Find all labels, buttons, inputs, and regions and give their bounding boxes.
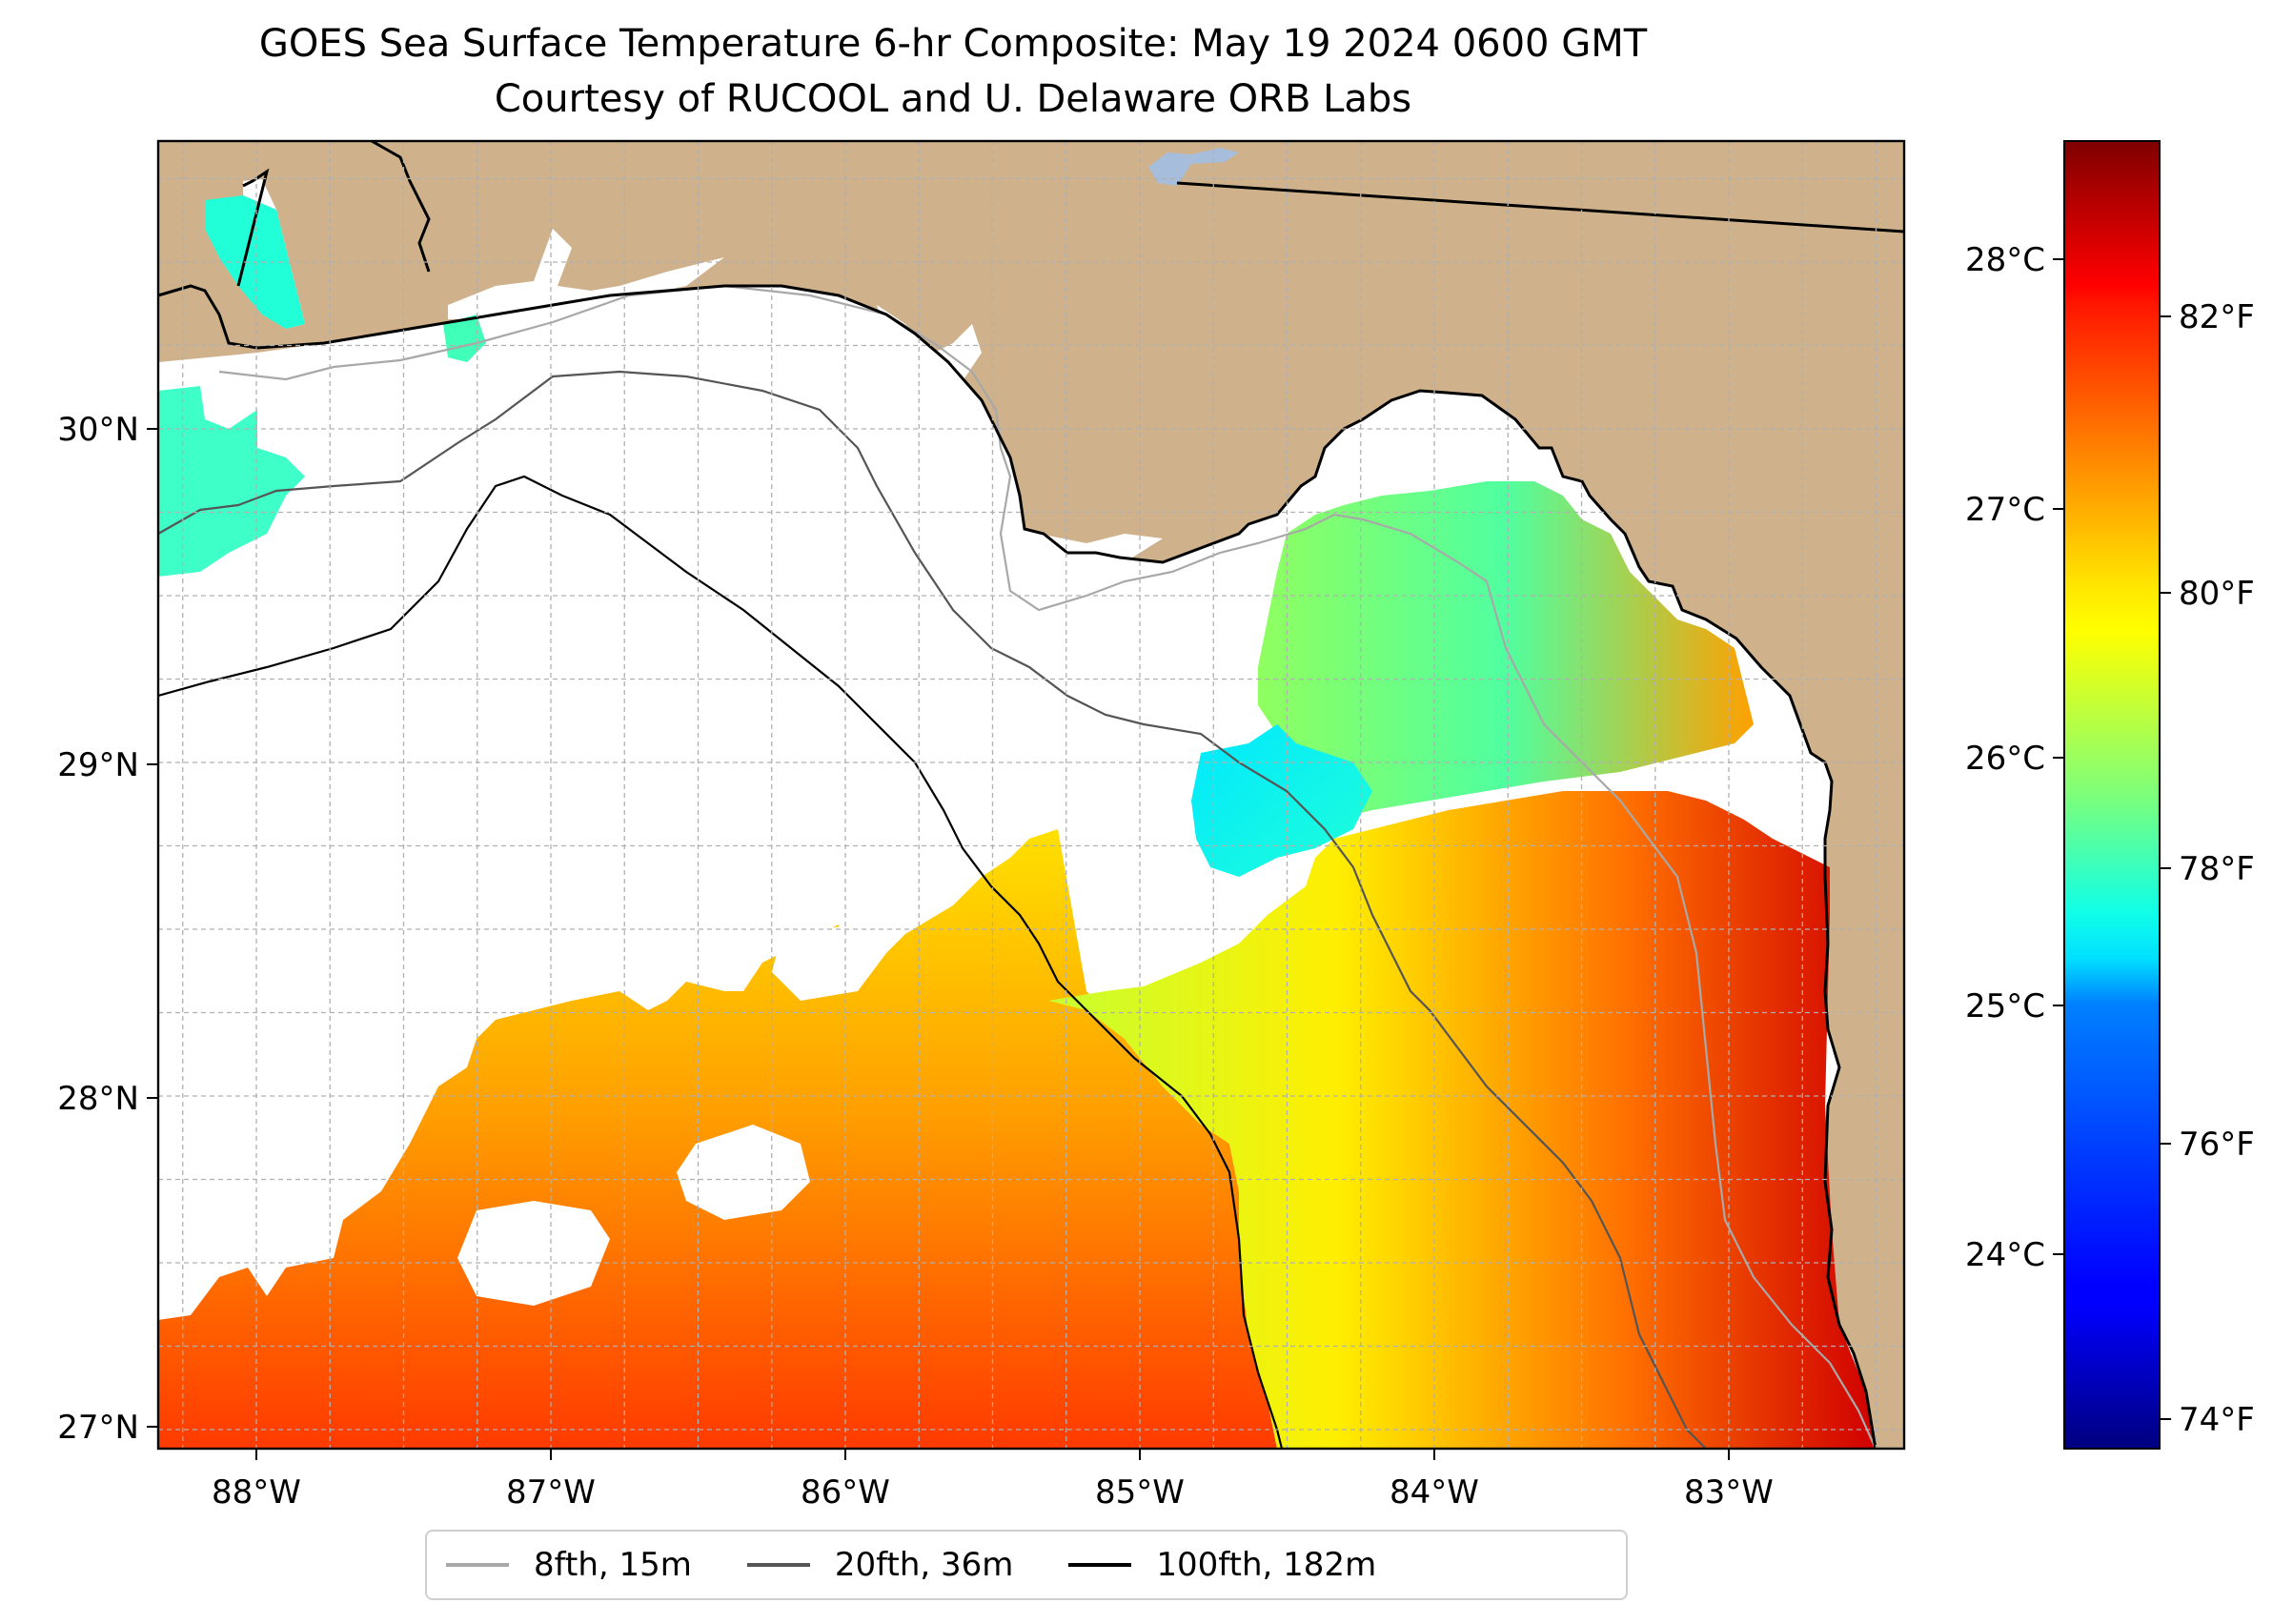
legend-swatch <box>446 1563 509 1567</box>
legend-swatch <box>1068 1563 1132 1567</box>
latitude-ticks: 30°N 29°N 28°N 27°N <box>57 411 158 1447</box>
sst-north-patch <box>1258 481 1754 839</box>
celsius-tick-label: 24°C <box>1965 1236 2045 1274</box>
map-subtitle: Courtesy of RUCOOL and U. Delaware ORB L… <box>494 77 1412 121</box>
map-title: GOES Sea Surface Temperature 6-hr Compos… <box>258 22 1648 66</box>
longitude-ticks: 88°W 87°W 86°W 85°W 84°W 83°W <box>212 1449 1774 1512</box>
lat-tick-label: 29°N <box>57 746 139 784</box>
legend-label: 8fth, 15m <box>534 1546 692 1584</box>
sst-west-patch <box>158 386 305 577</box>
celsius-tick-label: 25°C <box>1965 987 2045 1025</box>
no-data-gap <box>457 1201 610 1306</box>
coastline <box>236 168 270 287</box>
bay-water <box>1039 534 1163 562</box>
fahrenheit-tick-label: 78°F <box>2179 850 2255 888</box>
lon-tick-label: 84°W <box>1390 1473 1479 1512</box>
bay-water <box>877 305 982 400</box>
fahrenheit-tick-label: 82°F <box>2179 298 2255 336</box>
state-border <box>1176 181 1904 233</box>
coastline <box>158 284 1877 1449</box>
isobath-20fth <box>158 370 1707 1449</box>
sst-east-patch <box>1048 791 1876 1449</box>
colorbar <box>2063 140 2161 1450</box>
celsius-tick-label: 26°C <box>1965 740 2045 778</box>
no-data-gap <box>677 1125 810 1220</box>
map-frame <box>156 139 1906 1451</box>
legend-item-100fth: 100fth, 182m <box>1013 1532 1376 1598</box>
lat-tick-label: 28°N <box>57 1080 139 1118</box>
fahrenheit-tick-label: 76°F <box>2179 1126 2255 1164</box>
fahrenheit-tick-label: 80°F <box>2179 575 2255 613</box>
colorbar-fahrenheit-axis: 82°F 80°F 78°F 76°F 74°F <box>2160 298 2255 1439</box>
legend-item-8fth: 8fth, 15m <box>427 1532 692 1598</box>
celsius-tick-label: 28°C <box>1965 241 2045 279</box>
colorbar-celsius-axis: 28°C 27°C 26°C 25°C 24°C <box>1965 241 2064 1274</box>
legend-item-20fth: 20fth, 36m <box>692 1532 1014 1598</box>
land-mass <box>158 141 1904 1449</box>
coastline <box>371 141 431 273</box>
lon-tick-label: 87°W <box>506 1473 596 1512</box>
lat-tick-label: 27°N <box>57 1409 139 1447</box>
gridlines <box>158 141 1904 1449</box>
isobath-8fth <box>218 284 1877 1449</box>
legend-label: 100fth, 182m <box>1156 1546 1377 1584</box>
isobath-100fth <box>158 475 1284 1449</box>
lon-tick-label: 85°W <box>1095 1473 1185 1512</box>
isobath-legend: 8fth, 15m 20fth, 36m 100fth, 182m <box>425 1530 1628 1600</box>
no-data-gap <box>772 924 886 1001</box>
celsius-tick-label: 27°C <box>1965 491 2045 529</box>
legend-swatch <box>746 1563 810 1567</box>
lon-tick-label: 86°W <box>801 1473 890 1512</box>
sst-west-patch <box>443 315 486 362</box>
lon-tick-label: 88°W <box>212 1473 301 1512</box>
legend-label: 20fth, 36m <box>834 1546 1014 1584</box>
bay-water <box>448 229 724 319</box>
lat-tick-label: 30°N <box>57 411 139 449</box>
lake <box>1148 148 1239 186</box>
lon-tick-label: 83°W <box>1684 1473 1774 1512</box>
fahrenheit-tick-label: 74°F <box>2179 1401 2255 1439</box>
